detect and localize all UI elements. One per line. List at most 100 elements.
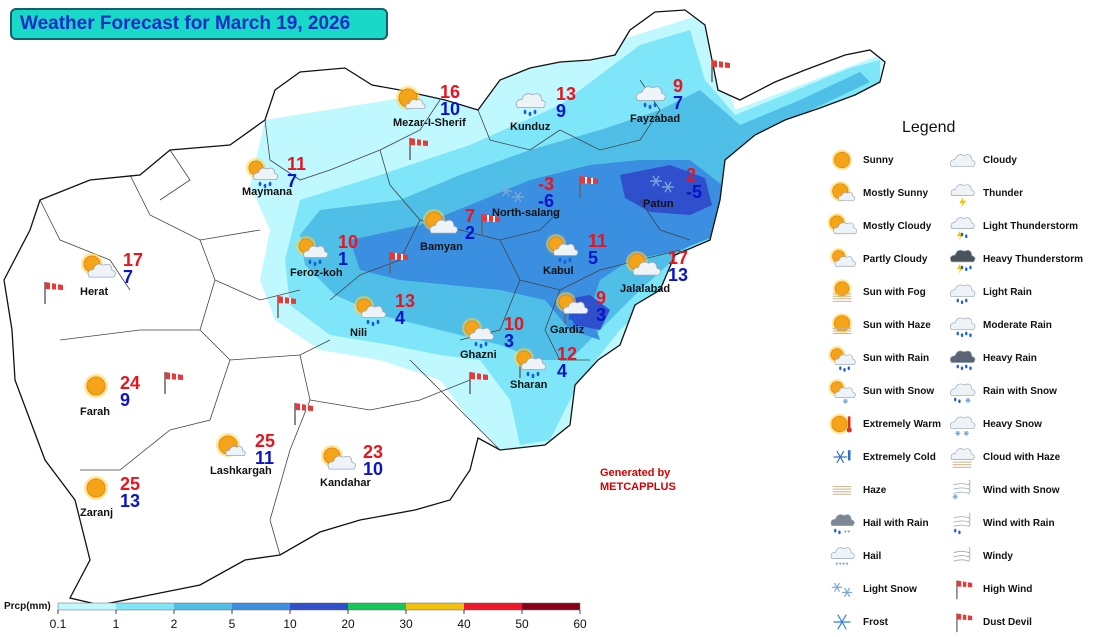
sun-with-rain-icon [246, 158, 279, 189]
legend-label: Heavy Thunderstorm [983, 253, 1084, 265]
min-temperature: 3 [504, 331, 514, 351]
scale-tick-label: 1 [113, 617, 120, 631]
legend-label: Rain with Snow [983, 385, 1057, 397]
min-temperature: 11 [255, 448, 274, 468]
legend-item-dust-devil: Dust Devil [947, 611, 1032, 633]
scale-bin [116, 603, 174, 610]
max-temperature: 13 [395, 291, 415, 311]
legend-item-cloud-with-haze: Cloud with Haze [947, 446, 1060, 468]
haze-icon [832, 486, 852, 495]
legend-label: Light Rain [983, 286, 1032, 298]
precip-zone-5 [350, 160, 722, 340]
scale-tick-label: 2 [171, 617, 178, 631]
extremely-warm-icon [829, 413, 852, 435]
legend-label: Light Thunderstorm [983, 220, 1078, 232]
city-patun: 2-5 Patun [643, 165, 702, 210]
max-temperature: 10 [338, 232, 358, 252]
extremely-cold-icon [833, 450, 851, 464]
light-rain-icon [950, 284, 976, 305]
high-wind-icon [44, 282, 63, 304]
legend-item-moderate-rain: Moderate Rain [947, 314, 1052, 338]
high-wind-icon [164, 372, 183, 394]
light-rain-icon [515, 93, 546, 117]
legend-label: High Wind [983, 583, 1033, 595]
legend-label: Heavy Rain [983, 352, 1037, 364]
high-wind-icon [277, 296, 296, 318]
mostly-cloudy-icon [827, 213, 857, 235]
cloudy-icon [950, 154, 976, 167]
scale-tick-label: 30 [399, 617, 413, 631]
wind-with-snow-icon [952, 479, 971, 500]
max-temperature: 9 [596, 288, 606, 308]
legend-label: Extremely Warm [863, 418, 941, 430]
max-temperature: 25 [255, 431, 275, 451]
legend-label: Sun with Rain [863, 352, 930, 364]
legend-label: Light Snow [863, 583, 917, 595]
max-temperature: 12 [557, 344, 577, 364]
legend-label: Sun with Haze [863, 319, 931, 331]
city-name: Kunduz [510, 121, 551, 133]
cloud-with-haze-icon [950, 448, 975, 468]
city-name: Jalalabad [620, 283, 670, 295]
thunder-icon [950, 184, 975, 208]
legend-item-sun-with-snow: Sun with Snow [827, 379, 934, 404]
legend-item-extremely-cold: Extremely Cold [827, 446, 936, 468]
legend-label: Partly Cloudy [863, 253, 928, 265]
legend-item-cloudy: Cloudy [947, 149, 1017, 171]
legend-item-sun-with-rain: Sun with Rain [827, 346, 930, 372]
precipitation-shading [250, 15, 885, 450]
city-nili: 134 Nili [350, 291, 415, 339]
legend-label: Mostly Sunny [863, 187, 929, 199]
city-herat: 177 Herat [80, 250, 143, 298]
min-temperature: 9 [556, 101, 566, 121]
legend-item-light-thunderstorm: Light Thunderstorm [947, 215, 1078, 241]
max-temperature: 9 [673, 76, 683, 96]
city-name: Farah [80, 406, 110, 418]
min-temperature: 7 [123, 267, 133, 287]
high-wind-icon [389, 252, 408, 274]
high-wind-icon [579, 176, 598, 198]
light-snow-icon [650, 175, 674, 193]
max-temperature: 17 [668, 248, 688, 268]
max-temperature: 13 [556, 84, 576, 104]
mostly-cloudy-icon [81, 253, 116, 278]
high-wind-icon [481, 214, 500, 236]
high-wind-icon [469, 372, 488, 394]
scale-tick-label: 10 [283, 617, 297, 631]
mostly-sunny-icon [216, 433, 246, 457]
sunny-icon [831, 149, 853, 171]
legend-item-mostly-cloudy: Mostly Cloudy [827, 213, 932, 237]
legend-item-rain-with-snow: Rain with Snow [947, 380, 1057, 404]
scale-bin [290, 603, 348, 610]
city-name: Feroz-koh [290, 267, 343, 279]
sun-with-rain-icon [546, 234, 579, 265]
legend-item-heavy-rain: Heavy Rain [947, 347, 1037, 371]
min-temperature: 13 [668, 265, 688, 285]
high-wind-icon [294, 403, 313, 425]
legend-item-wind-with-snow: Wind with Snow [947, 479, 1060, 501]
sun-with-rain-icon [828, 346, 856, 372]
city-name: Bamyan [420, 241, 463, 253]
legend-item-high-wind: High Wind [947, 578, 1032, 600]
legend-item-sun-with-fog: Sun with Fog [827, 279, 926, 303]
mostly-cloudy-icon [626, 251, 661, 276]
scale-label: Prcp(mm) [4, 601, 51, 612]
sun-with-haze-icon [831, 313, 853, 335]
page-title: Weather Forecast for March 19, 2026 [10, 8, 388, 40]
legend-label: Mostly Cloudy [863, 220, 932, 232]
sunny-icon [84, 374, 108, 398]
city-name: North-salang [492, 207, 560, 219]
city-name: Fayzabad [630, 113, 680, 125]
legend-label: Dust Devil [983, 616, 1032, 628]
legend-item-wind-with-rain: Wind with Rain [947, 512, 1055, 535]
country-border [3, 9, 886, 606]
city-name: Mezar-I-Sherif [393, 117, 466, 129]
min-temperature: 2 [465, 223, 475, 243]
min-temperature: 7 [673, 93, 683, 113]
